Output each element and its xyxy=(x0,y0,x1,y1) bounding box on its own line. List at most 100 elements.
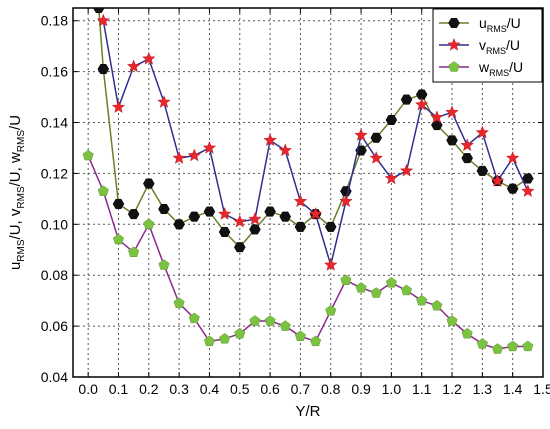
data-point xyxy=(490,173,505,187)
data-point xyxy=(431,120,443,131)
legend-marker xyxy=(448,17,460,29)
data-point xyxy=(446,135,458,146)
data-point xyxy=(111,100,126,113)
data-point xyxy=(97,185,109,196)
x-tick-label: 1.1 xyxy=(412,381,432,397)
data-point xyxy=(218,226,231,237)
x-tick-label: 0.1 xyxy=(109,381,129,397)
data-point xyxy=(476,165,489,176)
data-point xyxy=(217,207,232,220)
data-point xyxy=(324,221,337,232)
data-point xyxy=(293,194,308,208)
data-point xyxy=(385,277,397,288)
legend-label-main: w xyxy=(478,59,490,75)
legend-item: vRMS/U xyxy=(439,37,520,56)
legend-label-main: v xyxy=(479,37,486,53)
data-point xyxy=(157,95,171,108)
data-point xyxy=(354,128,368,141)
x-tick-label: 0.9 xyxy=(351,381,371,397)
label-sub: RMS xyxy=(16,239,27,262)
data-point xyxy=(143,178,155,189)
data-point xyxy=(522,340,534,352)
data-point xyxy=(460,138,474,152)
data-point xyxy=(263,133,277,147)
data-point xyxy=(187,148,201,162)
y-axis-title: uRMS/U, vRMS/U, wRMS/U xyxy=(7,115,27,270)
data-point xyxy=(158,204,170,215)
legend-item: uRMS/U xyxy=(439,15,521,34)
legend-marker xyxy=(448,61,460,72)
x-tick-label: 1.3 xyxy=(473,381,493,397)
data-point xyxy=(401,284,413,296)
legend-label: uRMS/U xyxy=(479,15,521,34)
legend-marker xyxy=(447,37,461,51)
label-main: v xyxy=(7,208,24,216)
data-point xyxy=(294,221,307,232)
data-point xyxy=(415,97,429,111)
data-point xyxy=(400,94,413,105)
data-point xyxy=(416,294,428,306)
data-point xyxy=(278,143,292,157)
series-line xyxy=(87,155,528,350)
data-point xyxy=(97,64,110,75)
data-point xyxy=(92,8,105,14)
legend-label-sub: RMS xyxy=(489,68,509,78)
data-point xyxy=(188,211,201,222)
x-tick-label: 0.2 xyxy=(139,381,159,397)
y-tick-label: 0.10 xyxy=(41,216,68,232)
label-tail: /U xyxy=(7,115,24,130)
y-axis-title-group: uRMS/U, vRMS/U, wRMS/U xyxy=(7,115,27,270)
data-point xyxy=(233,214,247,228)
data-point xyxy=(399,163,414,177)
data-point xyxy=(126,59,141,73)
x-axis-title: Y/R xyxy=(295,403,320,420)
data-point xyxy=(249,224,261,235)
data-point xyxy=(82,149,94,161)
x-tick-label: 0.0 xyxy=(78,381,98,397)
data-point xyxy=(507,340,519,352)
data-point xyxy=(506,183,519,194)
series-3 xyxy=(82,149,534,354)
legend-label-sub: RMS xyxy=(486,46,506,56)
legend-label-tail: /U xyxy=(507,15,521,31)
data-point xyxy=(384,171,399,185)
data-point xyxy=(325,305,337,316)
label-main: w xyxy=(7,152,24,164)
series-layer xyxy=(82,8,535,354)
y-tick-label: 0.12 xyxy=(41,165,68,181)
x-tick-label: 1.2 xyxy=(442,381,462,397)
legend-item: wRMS/U xyxy=(439,59,523,78)
x-tick-label: 0.5 xyxy=(230,381,250,397)
data-point xyxy=(308,207,323,220)
legend-label: wRMS/U xyxy=(478,59,523,78)
data-point xyxy=(461,153,473,164)
data-point xyxy=(234,327,246,339)
data-point xyxy=(249,315,261,326)
data-point xyxy=(202,140,217,154)
label-sub: RMS xyxy=(16,130,27,153)
data-point xyxy=(310,335,322,347)
data-point xyxy=(445,105,459,119)
label-main: u xyxy=(7,262,24,270)
data-point xyxy=(340,274,352,285)
data-point xyxy=(324,257,338,271)
data-point xyxy=(279,211,292,222)
data-point xyxy=(173,297,185,308)
tick-labels: 0.0 0.1 0.2 0.3 0.4 0.5 0.6 0.7 0.8 0.9 1.0 1.1 1.2 1… xyxy=(41,8,550,397)
series-2 xyxy=(96,13,535,271)
data-point xyxy=(431,299,443,311)
label-tail: /U, xyxy=(7,216,24,239)
data-point xyxy=(96,13,111,27)
data-point xyxy=(446,315,458,326)
x-tick-label: 0.6 xyxy=(260,381,280,397)
x-tick-label: 0.4 xyxy=(200,381,220,397)
data-point xyxy=(219,333,231,344)
y-tick-label: 0.06 xyxy=(41,318,68,334)
y-tick-label: 0.18 xyxy=(41,13,68,29)
data-point xyxy=(203,206,216,217)
data-point xyxy=(112,198,125,209)
data-point xyxy=(370,132,383,143)
data-point xyxy=(521,184,535,197)
